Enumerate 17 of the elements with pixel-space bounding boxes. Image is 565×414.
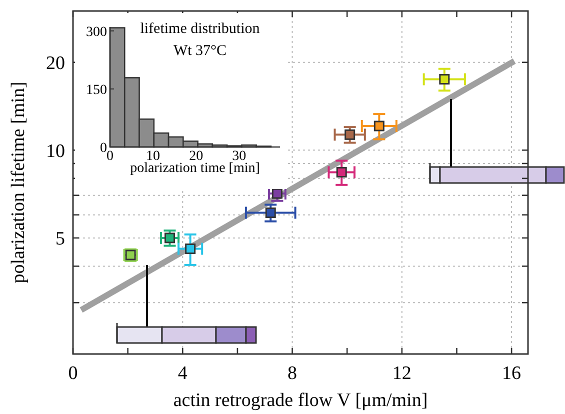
x-tick-label: 10: [146, 149, 160, 164]
x-tick-label: 4: [178, 363, 188, 384]
x-axis-title: polarization time [min]: [130, 161, 260, 176]
x-axis-title: actin retrograde flow V [μm/min]: [173, 390, 428, 411]
y-tick-label: 5: [56, 228, 65, 250]
y-axis-title: polarization lifetime [min]: [8, 82, 29, 284]
text: Wt 37°C: [173, 43, 227, 59]
x-tick-label: 0: [68, 363, 78, 384]
chart-title: lifetime distribution: [140, 21, 260, 37]
y-tick-label: 20: [46, 53, 65, 74]
x-tick-label: 8: [288, 363, 298, 384]
y-tick-label: 300: [86, 24, 107, 40]
x-tick-label: 16: [502, 363, 522, 384]
x-tick-label: 12: [392, 363, 412, 384]
x-tick-label: 20: [189, 149, 204, 164]
y-tick-label: 150: [86, 82, 107, 98]
x-tick-label: 30: [232, 149, 246, 164]
